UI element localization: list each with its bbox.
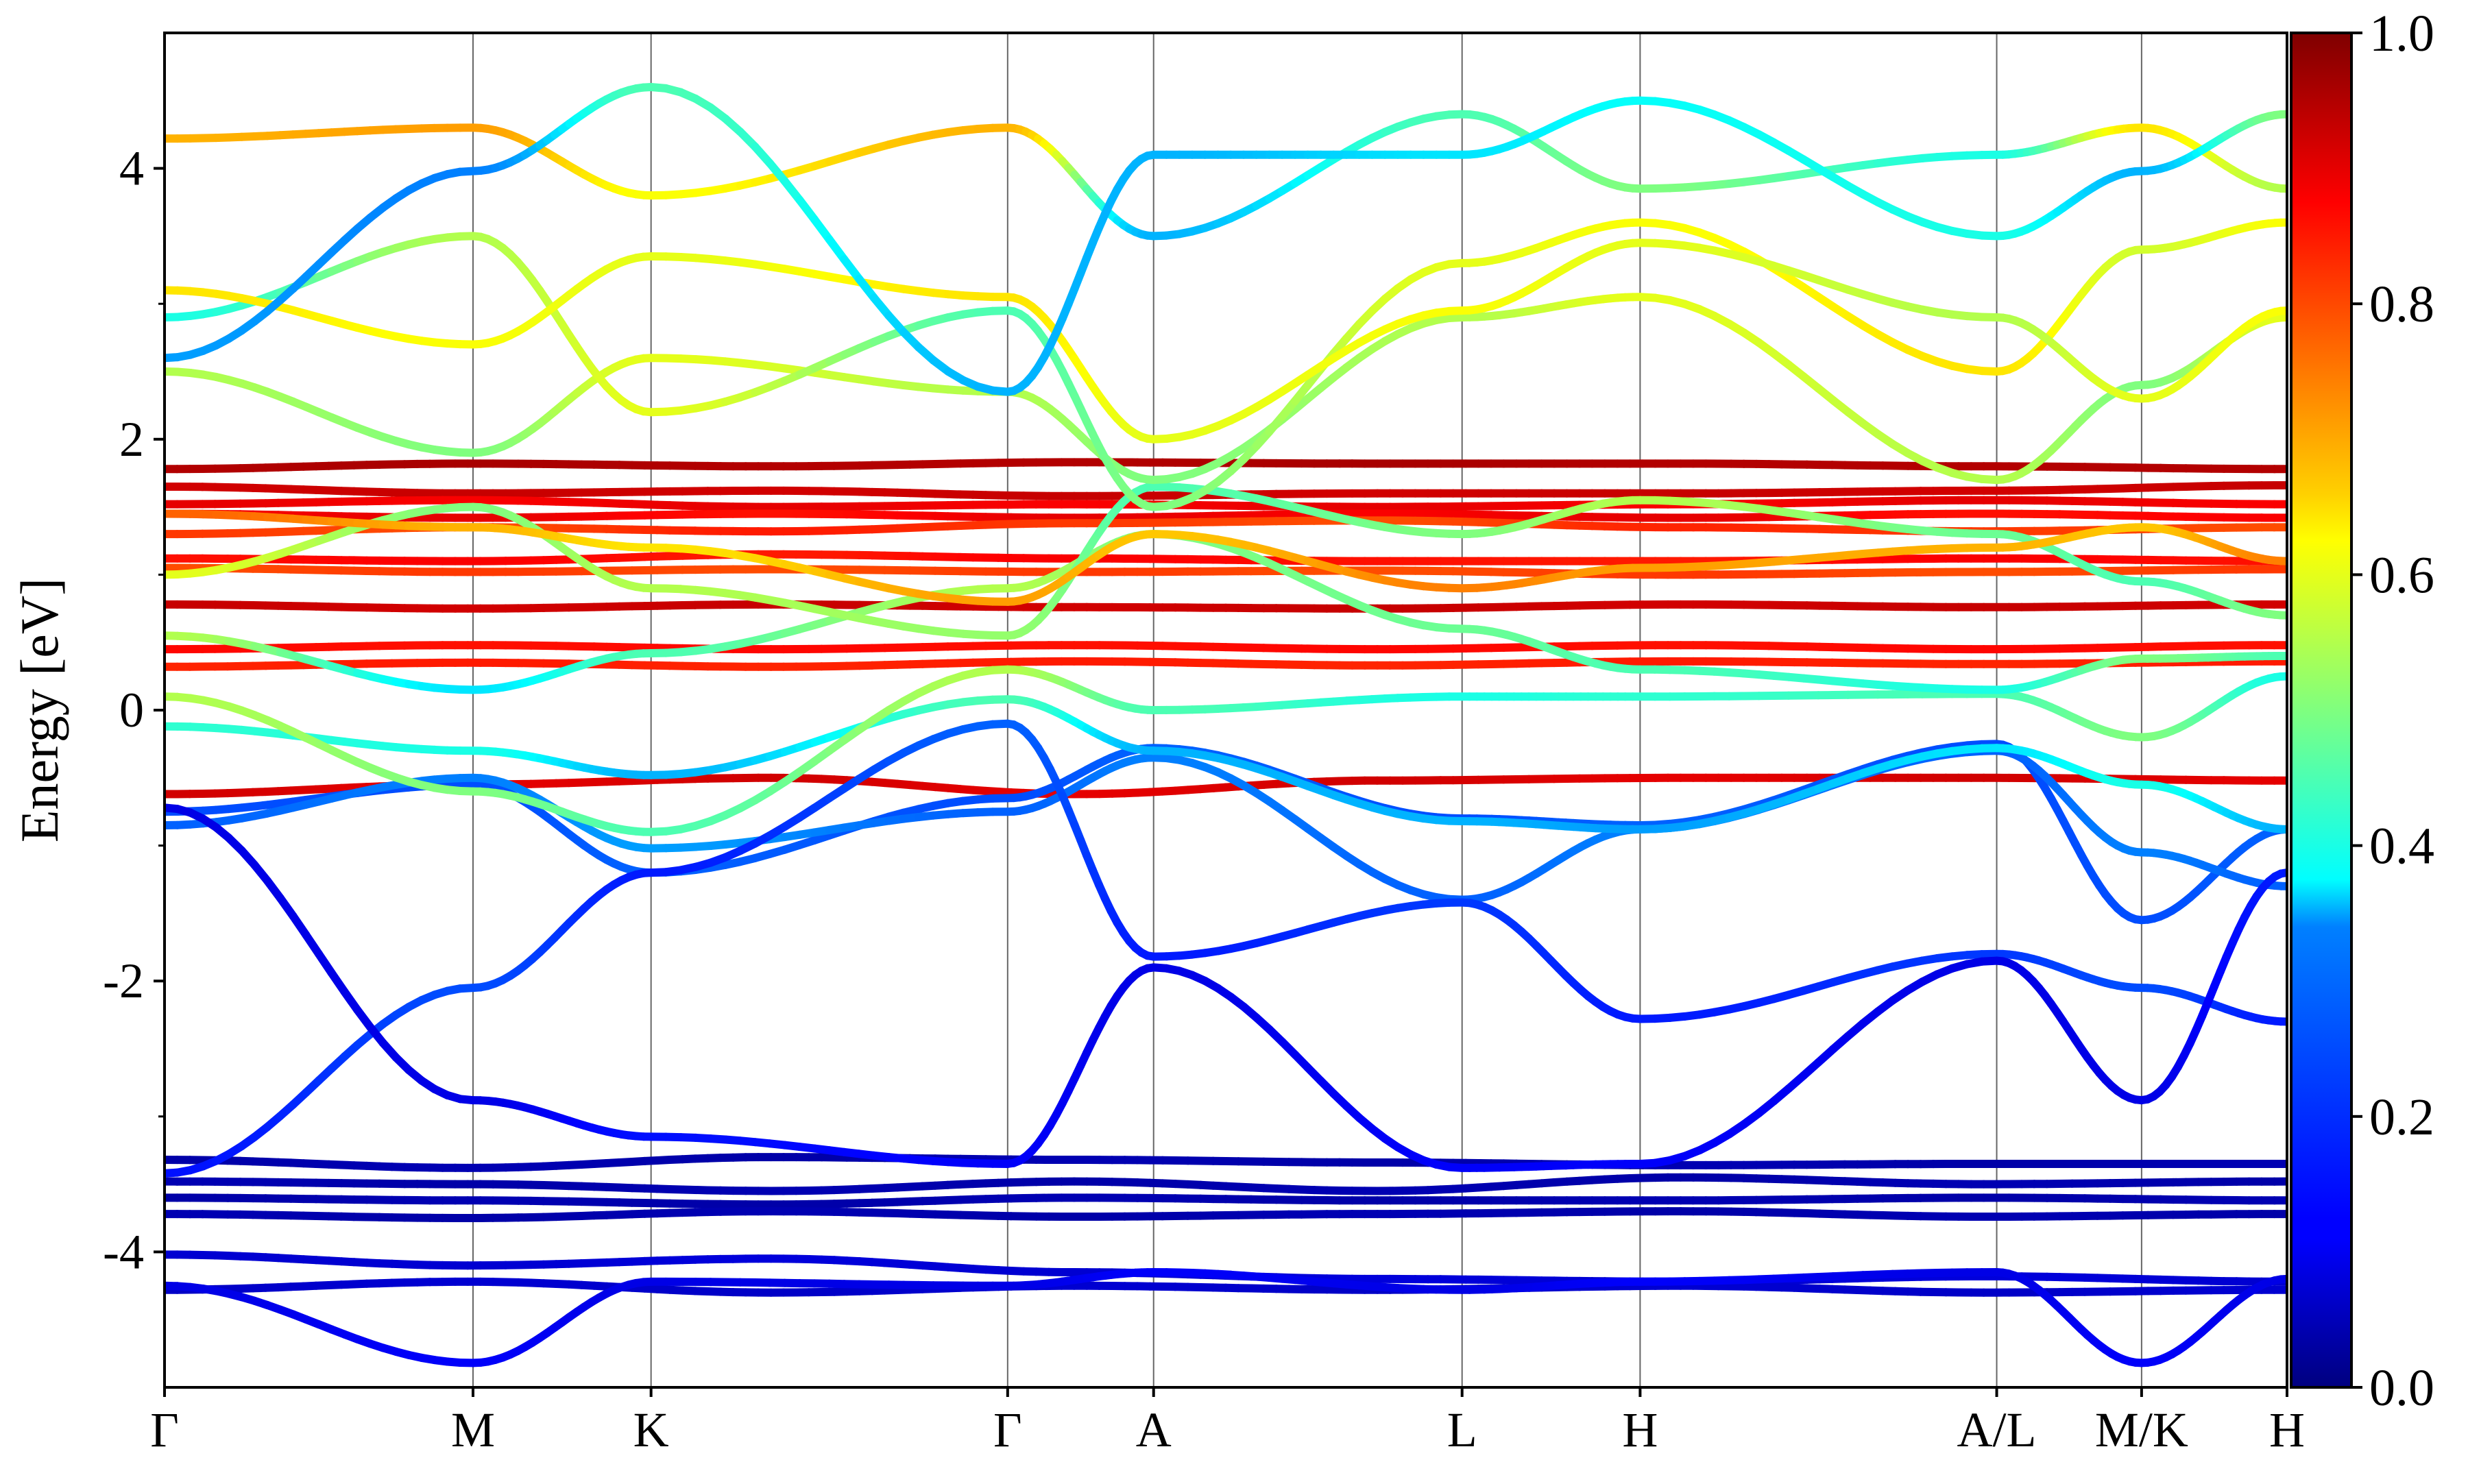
band-lines xyxy=(165,87,2287,1363)
